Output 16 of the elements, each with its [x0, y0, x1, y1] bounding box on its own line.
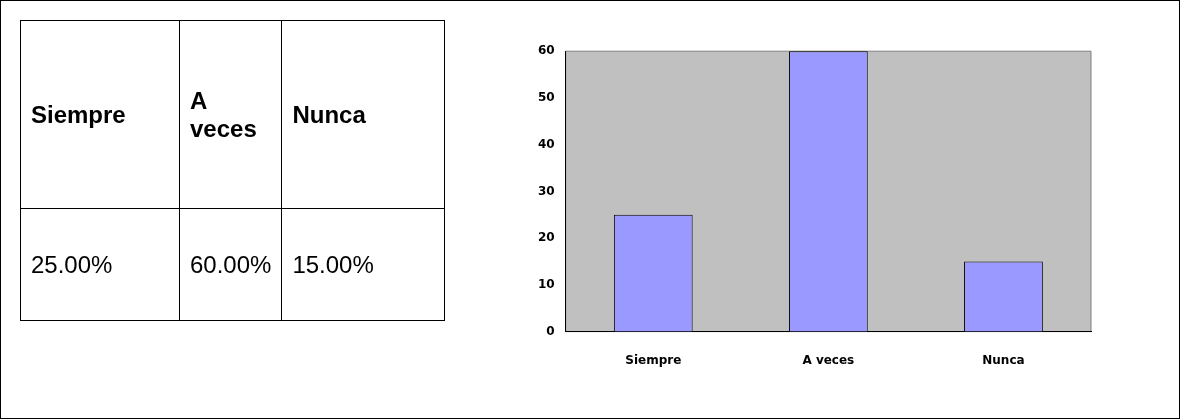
- y-tick-label: 20: [538, 230, 555, 245]
- y-tick-label: 0: [546, 323, 555, 338]
- data-label: 60.00%: [179, 208, 282, 321]
- y-tick-label: 40: [538, 136, 555, 151]
- data-label: 15.00%: [281, 208, 445, 321]
- y-tick-label: 30: [538, 183, 555, 198]
- y-tick-label: 10: [538, 276, 555, 291]
- data-label: 25.00%: [20, 208, 180, 321]
- category-label: A veces: [179, 20, 282, 209]
- category-label: Nunca: [281, 20, 445, 209]
- x-tick-label: Siempre: [625, 352, 682, 367]
- y-tick-label: 60: [538, 43, 555, 58]
- category-label: Siempre: [20, 20, 180, 209]
- x-tick-label: A veces: [802, 352, 855, 367]
- y-tick-label: 50: [538, 90, 555, 105]
- x-tick-label: Nunca: [982, 352, 1025, 367]
